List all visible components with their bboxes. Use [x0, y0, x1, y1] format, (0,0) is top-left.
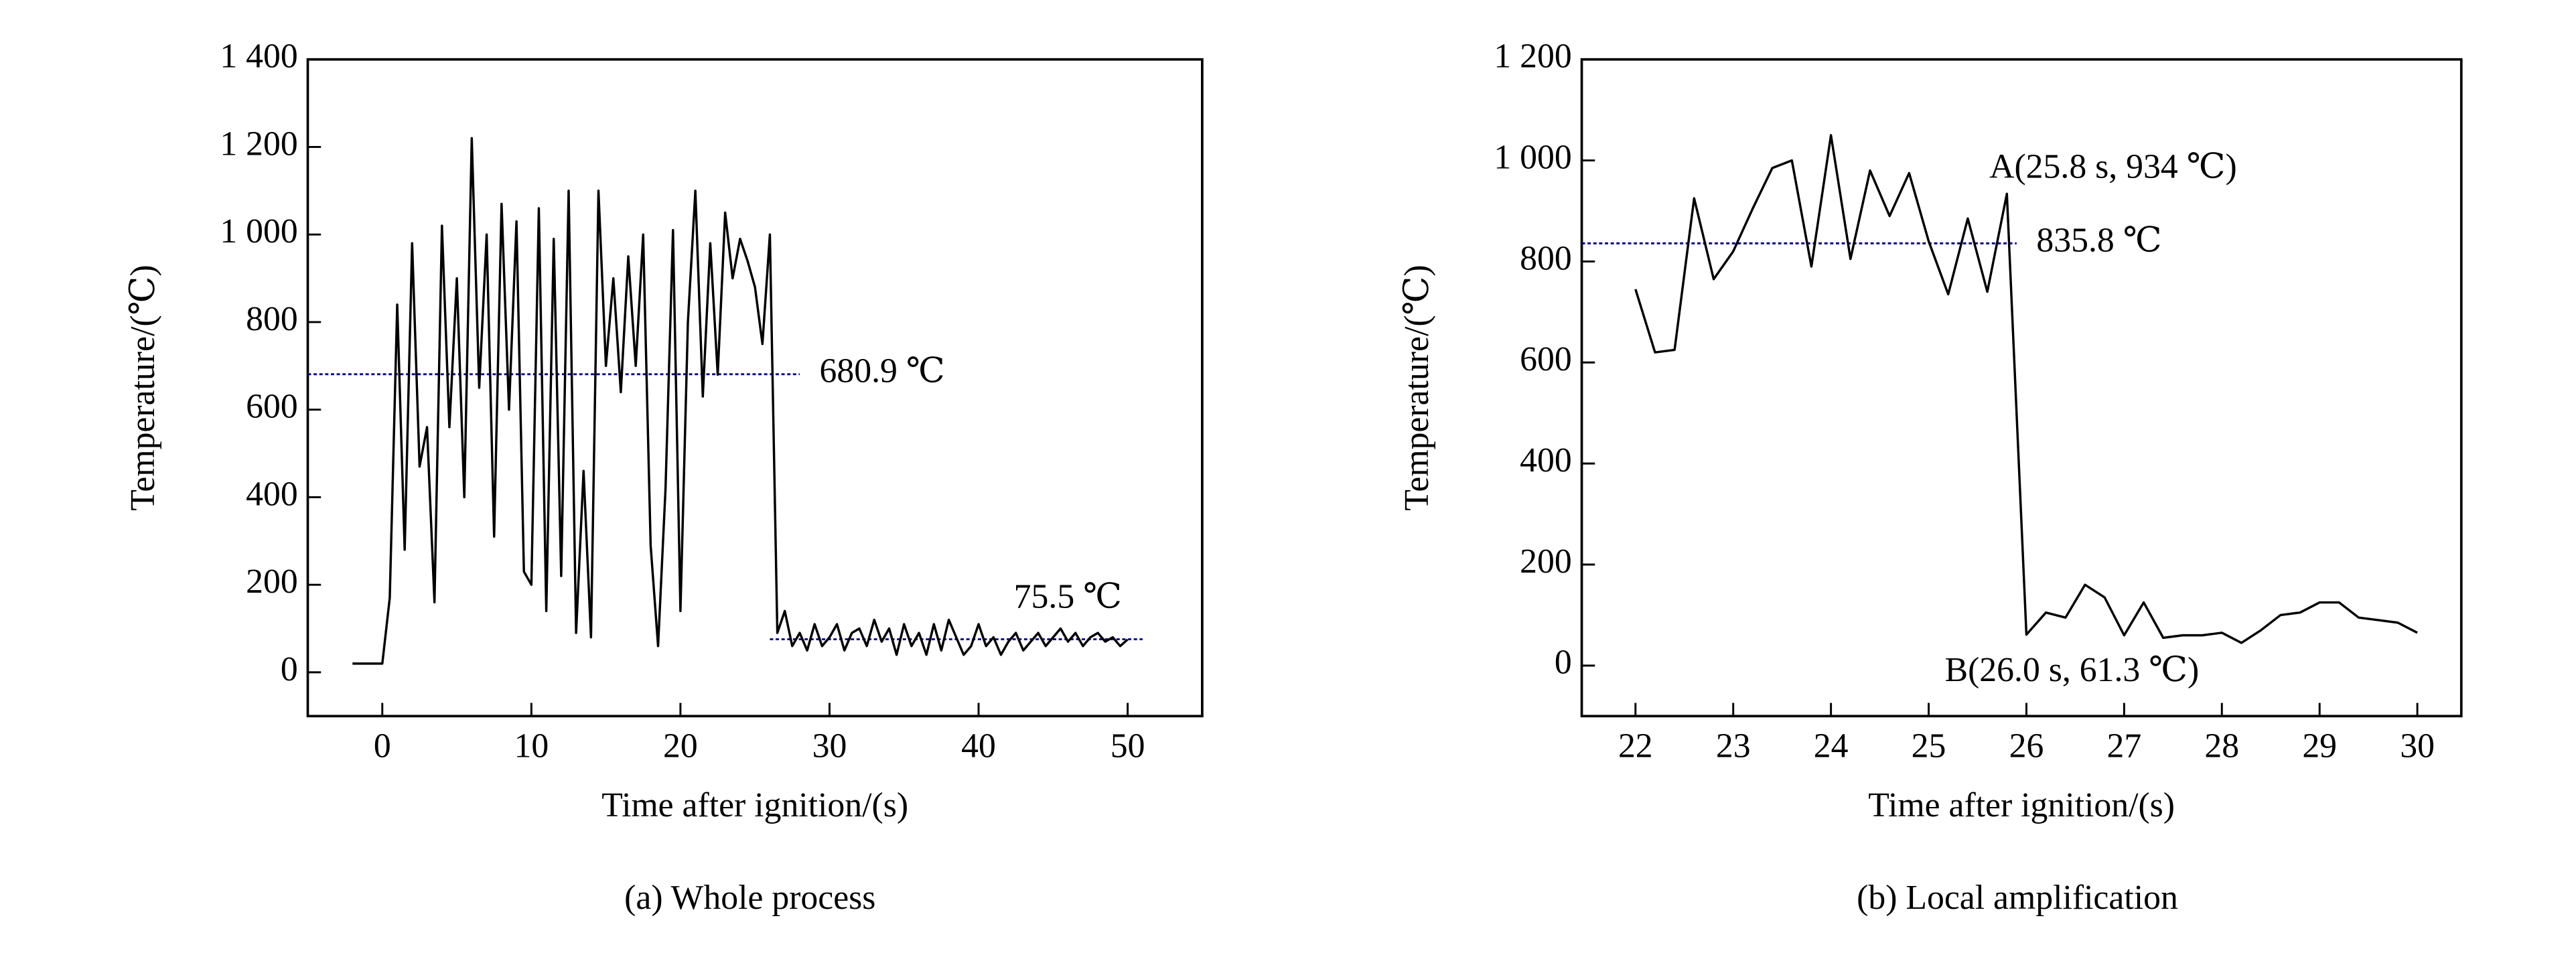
y-tick-label: 200	[1520, 542, 1572, 581]
y-tick-label: 600	[246, 388, 298, 426]
annotation: B(26.0 s, 61.3 ℃)	[1945, 651, 2200, 689]
y-tick-label: 1 000	[220, 212, 297, 250]
x-tick-label: 28	[2204, 727, 2239, 765]
y-tick-label: 200	[246, 563, 298, 601]
plot-frame	[306, 58, 1204, 718]
x-tick-label: 24	[1814, 727, 1849, 765]
y-tick-label: 800	[1520, 239, 1572, 277]
x-tick-label: 30	[2400, 727, 2435, 765]
y-tick-label: 600	[1520, 340, 1572, 378]
x-tick-label: 25	[1912, 727, 1946, 765]
x-tick-label: 30	[812, 727, 847, 765]
y-axis-label: Temperature/(℃)	[1398, 265, 1436, 510]
x-tick-label: 40	[961, 727, 996, 765]
x-tick-label: 23	[1716, 727, 1751, 765]
data-line	[352, 137, 1129, 665]
data-line	[1634, 134, 2418, 644]
reference-label: 75.5 ℃	[1014, 577, 1122, 615]
reference-label: 680.9 ℃	[820, 352, 945, 390]
x-axis-label: Time after ignition/(s)	[601, 786, 908, 824]
y-tick-label: 1 200	[220, 125, 297, 163]
caption: (b) Local amplification	[1857, 879, 2178, 917]
x-axis-label: Time after ignition/(s)	[1868, 786, 2175, 824]
y-tick-label: 0	[1555, 644, 1572, 682]
y-tick-label: 800	[246, 300, 298, 338]
y-tick-label: 400	[1520, 441, 1572, 480]
y-tick-label: 400	[246, 475, 298, 513]
y-axis-label: Temperature/(℃)	[124, 265, 162, 510]
y-tick-label: 1 000	[1494, 138, 1571, 176]
x-tick-label: 0	[374, 727, 391, 765]
caption: (a) Whole process	[624, 879, 875, 917]
y-tick-label: 1 400	[220, 38, 297, 76]
x-tick-label: 50	[1111, 727, 1145, 765]
y-tick-label: 0	[281, 650, 298, 688]
x-tick-label: 20	[663, 727, 698, 765]
plot-frame	[1580, 58, 2463, 718]
x-tick-label: 22	[1618, 727, 1653, 765]
annotation: A(25.8 s, 934 ℃)	[1989, 148, 2237, 186]
x-tick-label: 26	[2009, 727, 2044, 765]
reference-label: 835.8 ℃	[2036, 221, 2161, 259]
y-tick-label: 1 200	[1494, 38, 1571, 76]
x-tick-label: 29	[2302, 727, 2337, 765]
x-tick-label: 10	[514, 727, 549, 765]
x-tick-label: 27	[2107, 727, 2142, 765]
